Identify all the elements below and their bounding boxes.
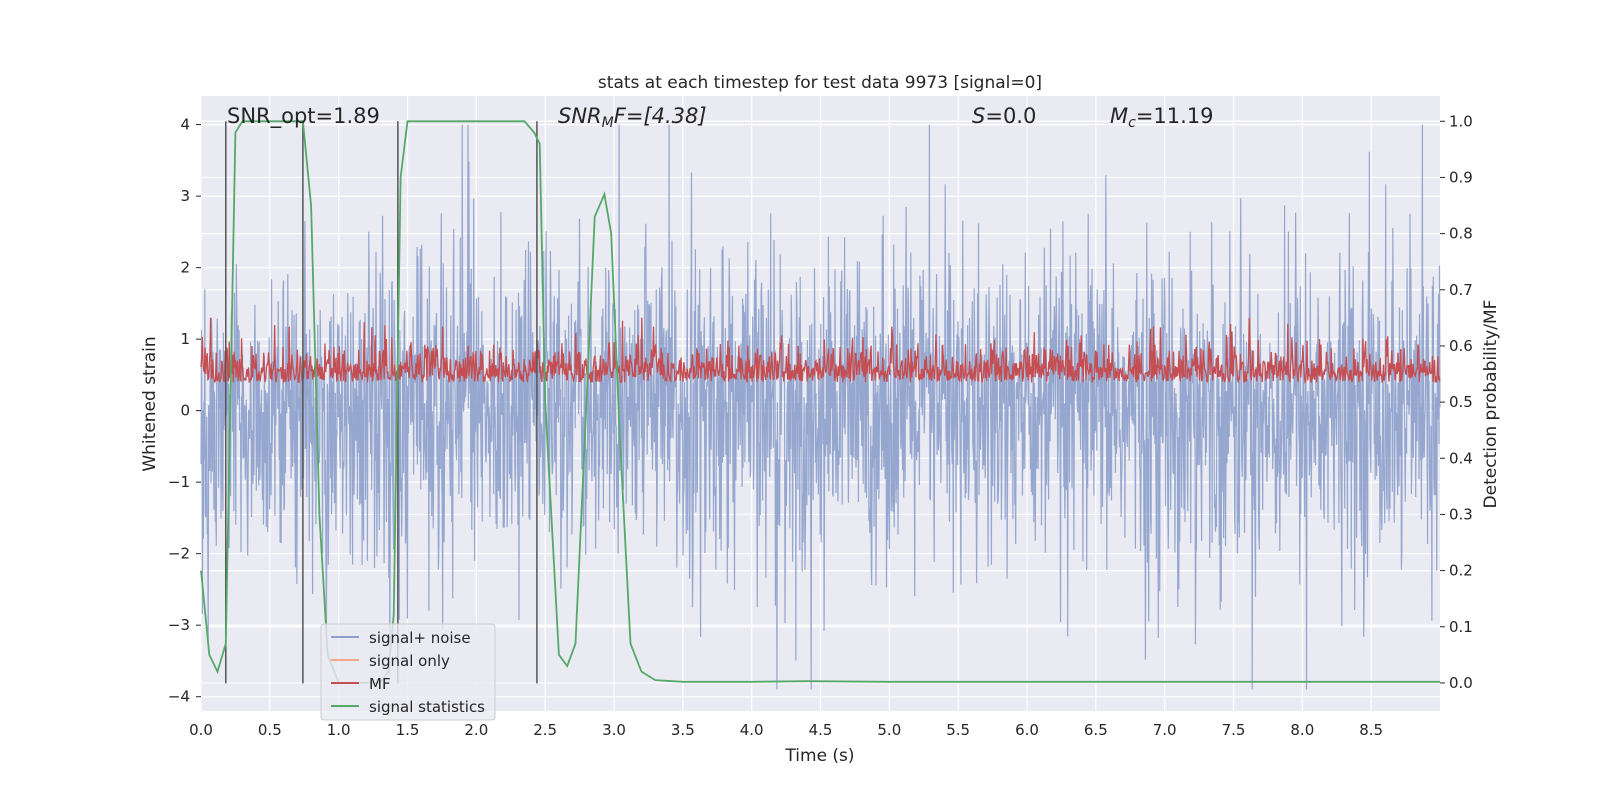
y-right-tick-label: 0.3 (1449, 505, 1473, 523)
x-tick-label: 8.5 (1359, 721, 1383, 739)
annotation-mc: Mc=11.19 (1110, 104, 1214, 131)
y-right-tick-label: 1.0 (1449, 112, 1473, 130)
annotation-s: S=0.0 (972, 104, 1036, 128)
y-tick-label: −4 (168, 688, 190, 706)
x-tick-label: 0.5 (258, 721, 282, 739)
x-tick-label: 1.0 (327, 721, 351, 739)
x-tick-label: 2.0 (464, 721, 488, 739)
y-right-tick-label: 0.9 (1449, 168, 1473, 186)
x-axis-label: Time (s) (784, 746, 854, 766)
x-tick-label: 6.5 (1084, 721, 1108, 739)
x-tick-label: 6.0 (1015, 721, 1039, 739)
y-right-tick-label: 0.0 (1449, 674, 1473, 692)
x-tick-label: 1.5 (396, 721, 420, 739)
x-tick-label: 4.5 (809, 721, 833, 739)
signal-statistics-line (200, 120, 1440, 684)
y-right-tick-label: 0.2 (1449, 562, 1473, 580)
x-tick-label: 3.5 (671, 721, 695, 739)
y-tick-label: 1 (180, 330, 190, 348)
x-tick-label: 2.5 (533, 721, 557, 739)
x-tick-label: 8.0 (1290, 721, 1314, 739)
y-tick-label: 0 (180, 402, 190, 420)
legend-label-mf: MF (369, 675, 391, 693)
y-right-tick-label: 0.8 (1449, 225, 1473, 243)
annotation-snr-mf: SNRMF=[4.38] (558, 104, 707, 131)
mf-line (200, 317, 1441, 385)
x-tick-label: 7.5 (1222, 721, 1246, 739)
legend-label-signal-statistics: signal statistics (369, 698, 485, 716)
legend-label-signal-only: signal only (369, 652, 450, 670)
signal-statistics-series (200, 120, 1440, 684)
x-tick-label: 4.0 (740, 721, 764, 739)
y-right-tick-label: 0.1 (1449, 618, 1473, 636)
x-tick-label: 5.5 (946, 721, 970, 739)
y-right-tick-label: 0.6 (1449, 337, 1473, 355)
y-right-tick-label: 0.7 (1449, 281, 1473, 299)
x-tick-label: 5.0 (877, 721, 901, 739)
legend-label-signal-noise: signal+ noise (369, 629, 471, 647)
x-tick-label: 7.0 (1153, 721, 1177, 739)
y-tick-label: −3 (168, 616, 190, 634)
mf-series (200, 317, 1441, 385)
y-right-tick-label: 0.4 (1449, 449, 1473, 467)
signal-plus-noise-series (200, 124, 1441, 690)
y-tick-label: 3 (180, 187, 190, 205)
annotation-snr-opt: SNR_opt=1.89 (227, 104, 380, 129)
x-tick-label: 3.0 (602, 721, 626, 739)
signal-plus-noise-line (200, 124, 1441, 690)
y-axis-label-right: Detection probability/MF (1481, 300, 1501, 509)
chart-title: stats at each timestep for test data 997… (598, 73, 1042, 93)
y-tick-label: −1 (168, 473, 190, 491)
legend: signal+ noise signal only MF signal stat… (320, 623, 496, 721)
y-axis-label: Whitened strain (140, 336, 160, 471)
y-tick-label: −2 (168, 545, 190, 563)
y-tick-label: 4 (180, 116, 190, 134)
x-tick-label: 0.0 (189, 721, 213, 739)
ticks: 0.0 0.5 1.0 1.5 2.0 2.5 3.0 3.5 4.0 4.5 5.0 5.5 6.0 6… (168, 112, 1473, 739)
legend-box (320, 623, 496, 721)
y-tick-label: 2 (180, 259, 190, 277)
y-right-tick-label: 0.5 (1449, 393, 1473, 411)
